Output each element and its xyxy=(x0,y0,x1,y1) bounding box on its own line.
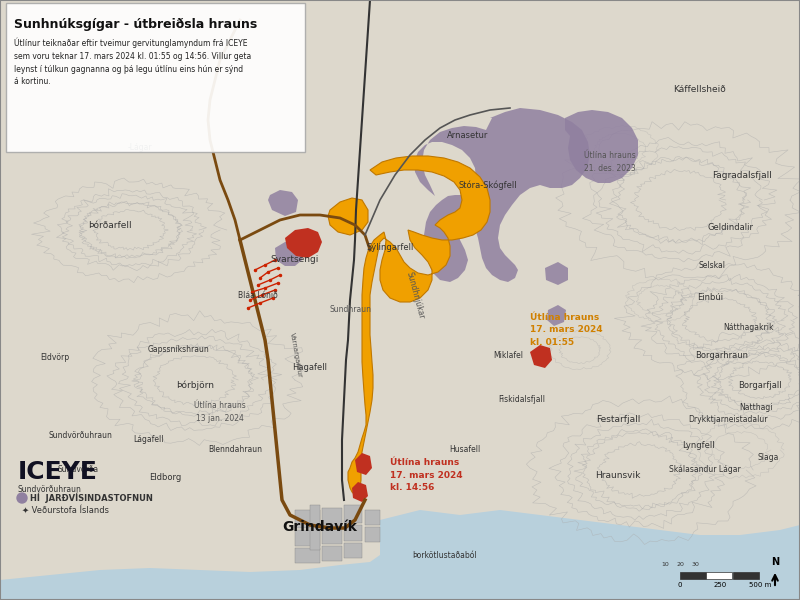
Text: Geldindalir: Geldindalir xyxy=(707,223,753,232)
Text: Þorkötlustaðaból: Þorkötlustaðaból xyxy=(413,551,478,559)
Text: Lágafell: Lágafell xyxy=(133,436,163,445)
Bar xyxy=(680,572,706,579)
Text: Sundvörða: Sundvörða xyxy=(58,466,98,475)
Text: Skálasandur Lágar: Skálasandur Lágar xyxy=(669,466,741,475)
Text: HÍ  JARÐVÍSINDASTOFNUN: HÍ JARÐVÍSINDASTOFNUN xyxy=(30,493,153,503)
Polygon shape xyxy=(352,482,368,502)
Text: Natthagi: Natthagi xyxy=(739,403,773,413)
Polygon shape xyxy=(565,110,638,183)
Text: Varnargarður: Varnargarður xyxy=(289,332,303,378)
Text: Bláa Lónið: Bláa Lónið xyxy=(238,290,278,299)
Text: 20: 20 xyxy=(676,562,684,567)
Text: Fagradalsfjall: Fagradalsfjall xyxy=(712,170,772,179)
Bar xyxy=(322,546,342,561)
Text: Borgarfjall: Borgarfjall xyxy=(738,380,782,389)
Text: 30: 30 xyxy=(691,562,699,567)
Text: Lyngfell: Lyngfell xyxy=(682,440,714,449)
Text: 0: 0 xyxy=(678,582,682,588)
Bar xyxy=(322,528,342,544)
Text: Eldborg: Eldborg xyxy=(149,473,181,482)
Bar xyxy=(365,527,380,542)
Text: 250: 250 xyxy=(714,582,726,588)
Polygon shape xyxy=(355,453,372,475)
Text: Sundhraun: Sundhraun xyxy=(329,305,371,314)
Text: Festarfjall: Festarfjall xyxy=(596,415,640,425)
Bar xyxy=(733,572,759,579)
Text: Nátthagakrik: Nátthagakrik xyxy=(722,323,774,332)
Text: Einbúi: Einbúi xyxy=(697,293,723,302)
Text: Stóra-Skógfell: Stóra-Skógfell xyxy=(458,180,518,190)
Text: ✦ Veðurstofa Íslands: ✦ Veðurstofa Íslands xyxy=(22,505,109,514)
FancyBboxPatch shape xyxy=(6,3,305,152)
Text: Útlínur teiknaðar eftir tveimur gervitunglamyndum frá ICEYE
sem voru teknar 17. : Útlínur teiknaðar eftir tveimur gervitun… xyxy=(14,38,251,86)
Text: Husafell: Husafell xyxy=(450,445,481,455)
Polygon shape xyxy=(285,228,322,258)
Polygon shape xyxy=(545,262,568,285)
Text: Sundhnjúkar: Sundhnjúkar xyxy=(404,271,426,320)
Text: Blenndahraun: Blenndahraun xyxy=(208,445,262,455)
Polygon shape xyxy=(275,242,302,266)
Text: 500 m: 500 m xyxy=(749,582,771,588)
Bar xyxy=(706,572,732,579)
Text: Arnasetur: Arnasetur xyxy=(447,130,489,139)
Text: Slaga: Slaga xyxy=(758,454,778,463)
Bar xyxy=(365,510,380,525)
Bar xyxy=(295,510,320,528)
Bar xyxy=(344,543,362,558)
Text: Hagafell: Hagafell xyxy=(293,364,327,373)
Bar xyxy=(295,530,320,546)
Polygon shape xyxy=(268,190,298,216)
Polygon shape xyxy=(547,305,566,326)
Text: Fiskidalsfjall: Fiskidalsfjall xyxy=(498,395,546,404)
Polygon shape xyxy=(414,108,590,282)
Text: Útlína hrauns
17. mars 2024
kl. 14:56: Útlína hrauns 17. mars 2024 kl. 14:56 xyxy=(390,458,462,492)
Text: Grindavík: Grindavík xyxy=(282,520,358,534)
Text: Borgarhraun: Borgarhraun xyxy=(695,350,749,359)
Polygon shape xyxy=(348,156,490,495)
Text: Sundvörðuhraun: Sundvörðuhraun xyxy=(48,431,112,439)
Text: ICEYE: ICEYE xyxy=(18,460,98,484)
Text: 10: 10 xyxy=(661,562,669,567)
Text: Sundvörðuhraun: Sundvörðuhraun xyxy=(18,485,82,494)
Polygon shape xyxy=(530,345,552,368)
Text: Hraunsvik: Hraunsvik xyxy=(595,470,641,479)
Text: Útlína hrauns
17. mars 2024
kl. 01:55: Útlína hrauns 17. mars 2024 kl. 01:55 xyxy=(530,313,602,347)
Text: Þórbjörn: Þórbjörn xyxy=(176,380,214,390)
Text: Drykktjarneistadalur: Drykktjarneistadalur xyxy=(688,415,768,425)
Text: -Lágar: -Lágar xyxy=(128,143,152,152)
Text: Gapssníkshraun: Gapssníkshraun xyxy=(147,346,209,355)
Text: Káffellsheið: Káffellsheið xyxy=(674,85,726,94)
Polygon shape xyxy=(0,510,800,600)
Text: Útlína hrauns
13 jan. 2024: Útlína hrauns 13 jan. 2024 xyxy=(194,401,246,423)
Bar xyxy=(310,505,320,550)
Bar xyxy=(344,505,362,523)
Text: Sunhnúksgígar - útbreiðsla hrauns: Sunhnúksgígar - útbreiðsla hrauns xyxy=(14,18,258,31)
Text: Selskal: Selskal xyxy=(698,260,726,269)
Bar xyxy=(295,548,320,563)
Text: Miklafel: Miklafel xyxy=(493,350,523,359)
Text: Eldvörp: Eldvörp xyxy=(41,353,70,362)
Text: Sýlingarfell: Sýlingarfell xyxy=(366,244,414,253)
Text: Útlína hrauns
21. des. 2023: Útlína hrauns 21. des. 2023 xyxy=(584,151,636,173)
Bar xyxy=(344,525,362,541)
Polygon shape xyxy=(328,198,368,235)
Text: Þórðarfell: Þórðarfell xyxy=(88,220,132,229)
Bar xyxy=(322,508,342,526)
Text: N: N xyxy=(771,557,779,567)
Text: Svartsengi: Svartsengi xyxy=(271,256,319,265)
Circle shape xyxy=(17,493,27,503)
